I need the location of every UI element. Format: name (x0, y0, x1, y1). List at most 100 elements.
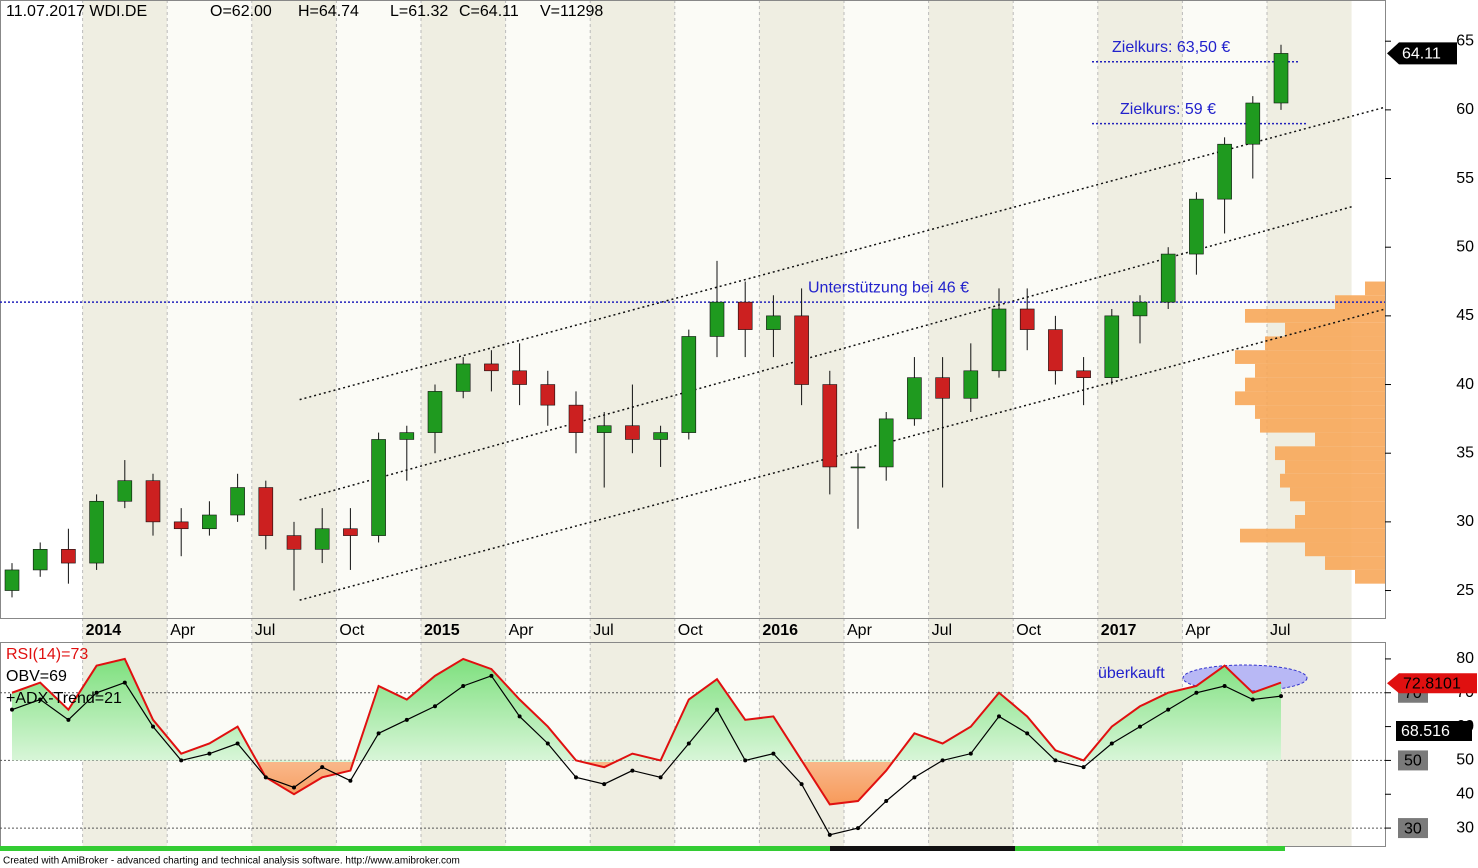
candle-body (878, 418, 894, 468)
price-frame (0, 0, 1386, 619)
y-tick-label: 60 (1456, 101, 1474, 118)
rsi-last-box (1387, 673, 1477, 694)
candle-body (202, 514, 217, 530)
x-tick-label: Jul (932, 622, 952, 639)
volume-profile-bar (1305, 542, 1385, 557)
candle-body (822, 384, 838, 468)
candle-body (935, 377, 950, 399)
volume-profile-bar (1355, 569, 1385, 584)
candle-body (681, 336, 697, 433)
series-line (11, 675, 1282, 836)
obv-point (602, 782, 607, 787)
obv-point (743, 758, 748, 763)
obv-point (1222, 683, 1227, 688)
volume-profile-bar (1235, 350, 1385, 364)
obv-point (658, 775, 663, 780)
obv-point (433, 704, 437, 709)
stripe (1013, 0, 1098, 846)
level-label: Zielkurs: 63,50 € (1112, 39, 1230, 56)
header-symbol: 11.07.2017 WDI.DE (6, 3, 147, 20)
volume-profile-bar (1315, 432, 1385, 447)
candle-body (596, 425, 612, 433)
legend-rsi: RSI(14)=73 (6, 646, 88, 663)
obv-point (997, 714, 1001, 719)
volume-profile-bar (1245, 377, 1385, 392)
y-tick-label: 40 (1456, 785, 1474, 802)
obv-point (207, 751, 212, 756)
x-tick-label: Apr (509, 622, 535, 639)
y-tick-label: 35 (1456, 444, 1474, 461)
obv-point (827, 832, 832, 837)
obv-point (66, 717, 71, 722)
obv-last-label: 68.516 (1401, 723, 1450, 740)
obv-point (799, 782, 804, 787)
candle-body (540, 384, 556, 406)
level-box-label: 30 (1404, 820, 1422, 837)
volume-profile-bar (1285, 460, 1385, 474)
volume-profile-bar (1265, 336, 1385, 351)
obv-point (715, 707, 719, 712)
candle-body (907, 377, 922, 420)
candle-body (1019, 308, 1035, 330)
obv-point (489, 673, 494, 678)
candle-body (117, 480, 133, 502)
stripe (167, 0, 252, 846)
obv-point (1081, 765, 1086, 770)
candle-body (1160, 253, 1176, 303)
obv-last-box (1396, 721, 1472, 741)
obv-point (1138, 724, 1142, 729)
stripe (251, 0, 337, 846)
candle-body (32, 549, 48, 571)
obv-point (461, 683, 466, 688)
candle-body (1189, 198, 1204, 255)
y-tick-label: 50 (1456, 752, 1474, 769)
candle-body (568, 404, 584, 433)
obv-point (179, 758, 184, 763)
candle-body (399, 432, 415, 440)
candle-body (484, 363, 499, 372)
candle-body (145, 480, 161, 523)
obv-point (38, 697, 43, 702)
obv-point (517, 714, 522, 719)
candle-body (371, 439, 386, 536)
y-tick-label: 80 (1456, 650, 1474, 667)
volume-profile-bar (1365, 281, 1385, 296)
candle-body (794, 315, 809, 385)
candle-body (258, 487, 274, 536)
legend-obv: OBV=69 (6, 668, 67, 685)
level-box (1398, 818, 1428, 839)
adx-bar-black (830, 846, 1015, 851)
candle-body (512, 370, 527, 385)
x-tick-label: Oct (678, 622, 703, 639)
x-tick-label: Oct (339, 622, 364, 639)
x-tick-label: Jul (1270, 622, 1290, 639)
header-low: L=61.32 (390, 3, 448, 20)
y-tick-label: 45 (1456, 307, 1474, 324)
x-tick-label: 2017 (1101, 622, 1137, 639)
rsi-last-label: 72.8101 (1403, 675, 1461, 692)
header-close: C=64.11 (459, 3, 519, 20)
x-tick-label: Oct (1016, 622, 1041, 639)
header-volume: V=11298 (540, 3, 603, 20)
volume-profile-bar (1325, 556, 1385, 570)
obv-point (376, 731, 381, 736)
volume-profile-bar (1255, 405, 1385, 419)
candle-body (343, 528, 358, 536)
header-high: H=64.74 (298, 3, 359, 20)
y-tick-label: 30 (1456, 513, 1474, 530)
candle-body (314, 528, 330, 550)
candle-body (455, 363, 471, 392)
level-box (1398, 750, 1428, 771)
obv-point (1279, 694, 1283, 699)
candle-body (766, 315, 781, 330)
obv-point (1194, 690, 1199, 695)
candle-body (1245, 102, 1261, 145)
volume-profile-bar (1255, 363, 1385, 378)
legend-adx: +ADX-Trend=21 (6, 690, 122, 707)
obv-point (1250, 697, 1255, 702)
x-tick-label: 2016 (762, 622, 798, 639)
obv-point (1109, 741, 1114, 746)
obv-point (856, 826, 860, 831)
x-tick-label: Jul (255, 622, 275, 639)
series-line (11, 657, 1282, 806)
